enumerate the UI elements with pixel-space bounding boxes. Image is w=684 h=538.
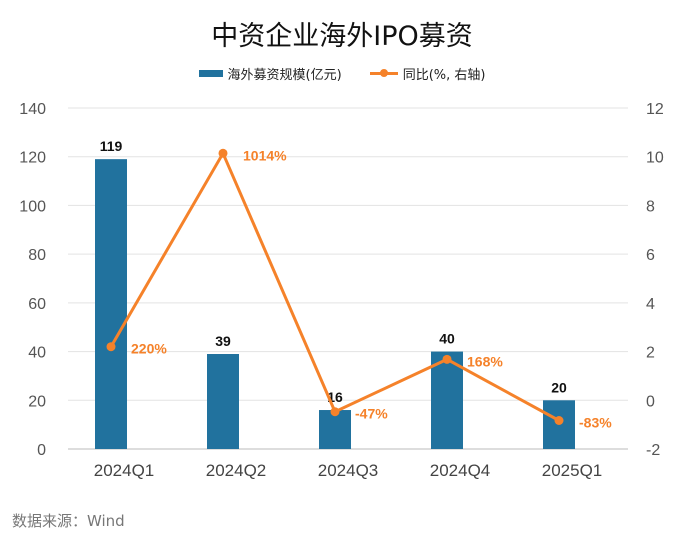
bar — [207, 354, 239, 449]
x-tick-label: 2025Q1 — [542, 461, 603, 480]
left-tick-label: 60 — [28, 296, 46, 313]
line-series — [109, 149, 560, 422]
legend: 海外募资规模(亿元) 同比(%, 右轴) — [0, 64, 684, 83]
line-point — [106, 342, 116, 352]
left-tick-label: 0 — [37, 442, 46, 459]
line-data-label: 168% — [467, 353, 503, 369]
line-point — [330, 407, 340, 417]
left-tick-label: 100 — [19, 198, 46, 215]
right-tick-label: 2 — [646, 345, 655, 362]
bar-data-label: 39 — [215, 333, 231, 349]
bar-swatch-icon — [198, 70, 223, 77]
line-point — [442, 354, 452, 364]
line-data-label: -83% — [579, 415, 612, 431]
bar — [319, 410, 351, 449]
x-tick-label: 2024Q2 — [206, 461, 267, 480]
line-data-label: 220% — [131, 341, 167, 357]
right-tick-label: -2 — [646, 442, 660, 459]
left-tick-label: 80 — [28, 247, 46, 264]
line-data-label: -47% — [355, 406, 388, 422]
chart-title: 中资企业海外IPO募资 — [211, 21, 473, 52]
x-tick-label: 2024Q1 — [94, 461, 155, 480]
right-tick-label: 6 — [646, 247, 655, 264]
line-data-label: 1014% — [243, 147, 287, 163]
bar — [95, 159, 127, 449]
bar-data-label: 40 — [439, 331, 455, 347]
bar — [431, 351, 463, 449]
right-tick-label: 8 — [646, 198, 655, 215]
x-tick-label: 2024Q3 — [318, 461, 379, 480]
legend-label: 同比(%, 右轴) — [402, 68, 486, 83]
bar-data-label: 119 — [100, 138, 123, 154]
line-swatch-icon — [369, 69, 398, 77]
right-tick-label: 10 — [646, 150, 664, 167]
bar-data-label: 20 — [551, 379, 567, 395]
left-tick-label: 20 — [28, 393, 46, 410]
legend-label: 海外募资规模(亿元) — [227, 68, 342, 83]
left-tick-label: 140 — [19, 101, 46, 118]
left-tick-label: 40 — [28, 345, 46, 362]
legend-item-line: 同比(%, 右轴) — [369, 64, 486, 83]
line-point — [554, 416, 564, 426]
source-note: 数据来源：Wind — [12, 512, 125, 530]
right-tick-label: 4 — [646, 296, 655, 313]
line-point — [218, 148, 228, 158]
right-tick-label: 12 — [646, 101, 664, 118]
legend-item-bar: 海外募资规模(亿元) — [198, 64, 342, 83]
left-tick-label: 120 — [19, 150, 46, 167]
right-tick-label: 0 — [646, 393, 655, 410]
x-tick-label: 2024Q4 — [430, 461, 491, 480]
